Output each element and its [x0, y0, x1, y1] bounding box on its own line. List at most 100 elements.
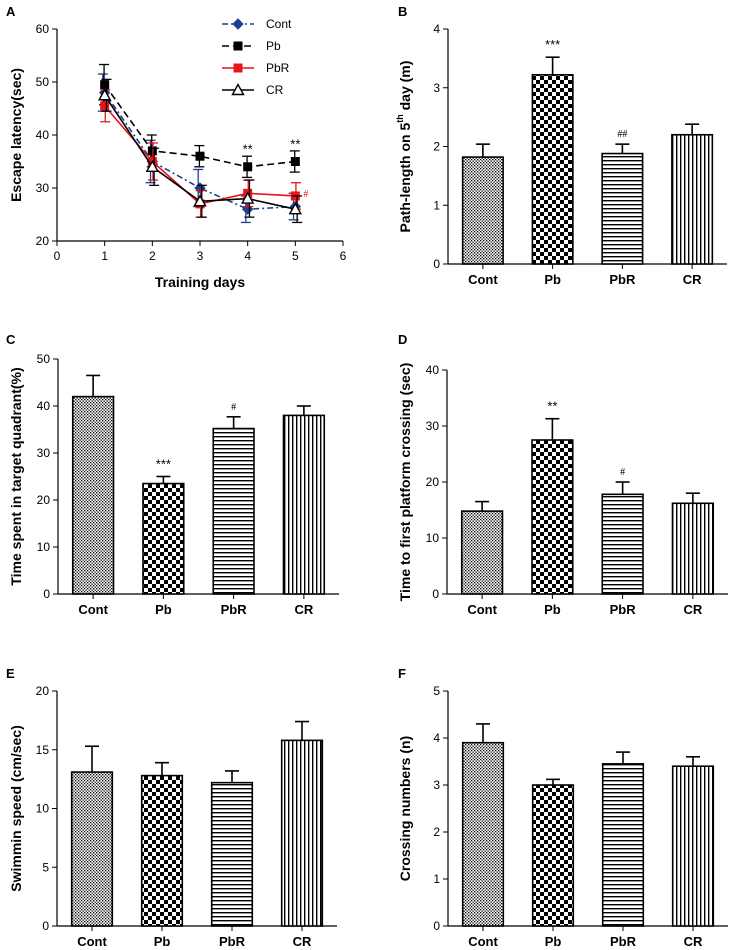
data-point — [100, 80, 110, 90]
panel-label: F — [398, 666, 406, 681]
panel-label: D — [398, 332, 407, 347]
data-point — [97, 88, 112, 101]
legend-label: PbR — [266, 61, 290, 75]
y-axis-label: Swimmin speed (cm/sec) — [8, 725, 24, 892]
y-tick-label: 40 — [426, 363, 440, 377]
bar-pbr — [601, 763, 645, 927]
bar-pb — [531, 439, 574, 595]
x-tick-label: CR — [684, 934, 703, 949]
series-cr — [97, 78, 303, 224]
x-tick-label: 2 — [149, 249, 156, 263]
data-point — [195, 151, 205, 161]
y-tick-label: 20 — [36, 234, 50, 248]
bar-pb — [142, 482, 185, 595]
y-tick-label: 0 — [43, 587, 50, 601]
bar-pbr — [601, 152, 644, 265]
bar-cont — [460, 510, 504, 595]
significance-mark: ** — [547, 399, 557, 414]
data-point — [145, 159, 160, 173]
x-tick-label: 0 — [54, 249, 61, 263]
panel-label: E — [6, 666, 15, 681]
x-axis-label: Training days — [155, 274, 245, 290]
y-tick-label: 10 — [36, 802, 50, 816]
y-axis-label: Escape latency(sec) — [8, 68, 24, 202]
x-tick-label: Cont — [77, 934, 107, 949]
data-point — [233, 63, 243, 73]
y-tick-label: 30 — [426, 419, 440, 433]
x-tick-label: Cont — [78, 602, 108, 617]
data-point — [100, 101, 110, 111]
data-point — [288, 202, 303, 215]
y-tick-label: 20 — [36, 684, 50, 698]
significance-mark: ** — [243, 142, 253, 157]
y-tick-label: 0 — [433, 919, 440, 933]
x-tick-label: Cont — [467, 602, 497, 617]
y-tick-label: 40 — [37, 399, 51, 413]
x-tick-label: Pb — [544, 602, 561, 617]
y-axis-label: Crossing numbers (n) — [397, 736, 413, 881]
y-tick-label: 4 — [433, 22, 440, 36]
x-tick-label: CR — [683, 602, 702, 617]
data-point — [240, 191, 255, 204]
series-pb — [99, 63, 300, 179]
legend-label: CR — [266, 83, 284, 97]
significance-mark: ** — [290, 136, 300, 151]
x-tick-label: Cont — [468, 934, 498, 949]
legend-label: Pb — [266, 39, 281, 53]
y-tick-label: 0 — [433, 257, 440, 271]
x-tick-label: PbR — [610, 934, 637, 949]
x-tick-label: CR — [294, 602, 313, 617]
data-point — [243, 162, 253, 172]
bar-cont — [71, 395, 115, 595]
y-tick-label: 30 — [37, 446, 51, 460]
data-point — [232, 18, 244, 30]
y-tick-label: 10 — [426, 531, 440, 545]
significance-mark: # — [231, 402, 236, 413]
y-tick-label: 50 — [36, 75, 50, 89]
y-tick-label: 2 — [433, 825, 440, 839]
y-tick-label: 5 — [42, 860, 49, 874]
x-tick-label: Cont — [468, 272, 498, 287]
y-tick-label: 40 — [36, 128, 50, 142]
significance-mark: # — [303, 189, 308, 200]
x-tick-label: PbR — [219, 934, 246, 949]
data-point — [193, 194, 207, 207]
significance-mark: # — [620, 467, 625, 478]
y-tick-label: 50 — [37, 352, 51, 366]
bar-cr — [671, 502, 715, 595]
x-tick-label: CR — [293, 934, 312, 949]
x-tick-label: Pb — [544, 272, 561, 287]
panel-b: B 0 1 2 3 4 Cont Pb *** PbR ## CR Path-length on 5th… — [395, 4, 727, 287]
y-tick-label: 0 — [42, 919, 49, 933]
y-tick-label: 0 — [432, 587, 439, 601]
panel-label: A — [6, 4, 16, 19]
y-tick-label: 1 — [433, 198, 440, 212]
bar-cont — [461, 741, 505, 927]
x-tick-label: Pb — [545, 934, 562, 949]
bar-cr — [671, 133, 714, 265]
y-tick-label: 5 — [433, 684, 440, 698]
y-tick-label: 30 — [36, 181, 50, 195]
data-point — [231, 83, 245, 96]
y-tick-label: 60 — [36, 22, 50, 36]
bar-pbr — [210, 781, 254, 927]
x-tick-label: PbR — [610, 602, 637, 617]
y-tick-label: 15 — [36, 743, 50, 757]
data-point — [233, 41, 243, 51]
x-tick-label: 4 — [244, 249, 251, 263]
significance-mark: ## — [617, 129, 627, 140]
x-tick-label: 5 — [292, 249, 299, 263]
y-axis-label: Time spent in target quadrant(%) — [8, 367, 24, 585]
legend-label: Cont — [266, 17, 292, 31]
bar-cr — [282, 414, 326, 595]
x-tick-label: 1 — [101, 249, 108, 263]
y-tick-label: 20 — [37, 493, 51, 507]
x-tick-label: 6 — [340, 249, 347, 263]
bar-pb — [531, 784, 575, 927]
x-tick-label: PbR — [221, 602, 248, 617]
y-tick-label: 10 — [37, 540, 51, 554]
panel-e: E 0 5 10 15 20 Cont Pb PbR CR Swimmin speed (cm/se… — [6, 666, 337, 949]
x-tick-label: Pb — [154, 934, 171, 949]
y-axis-label: Path-length on 5th day (m) — [395, 61, 413, 233]
bar-pb — [140, 774, 184, 927]
